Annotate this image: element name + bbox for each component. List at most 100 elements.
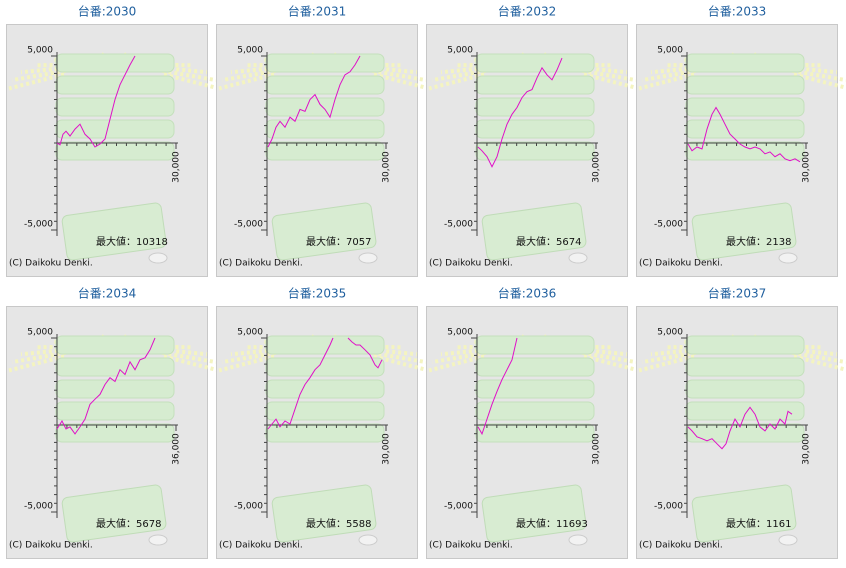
decor-box xyxy=(475,119,595,139)
x-tick-label: 30,000 xyxy=(172,151,182,183)
y-tick-label: 5,000 xyxy=(447,328,473,338)
decor-box xyxy=(265,119,385,139)
chart-panel: 台番:2037 -5,000 5,000 30,000 最大値：1161 (C) Daik… xyxy=(636,286,846,559)
decor-box xyxy=(685,401,805,421)
decor-box xyxy=(685,141,805,161)
decor-box xyxy=(475,97,595,117)
chart-title: 台番:2032 xyxy=(498,4,557,19)
footer: (C) Daikoku Denki. xyxy=(219,259,303,269)
annotation: 最大値：5674 xyxy=(516,235,581,248)
decor-box xyxy=(55,379,175,399)
decor-cup xyxy=(568,252,588,264)
decor-box xyxy=(55,423,175,443)
footer: (C) Daikoku Denki. xyxy=(9,259,93,269)
annotation: 最大値：10318 xyxy=(96,235,168,248)
y-tick-label: -5,000 xyxy=(444,502,473,512)
x-tick-label: 30,000 xyxy=(592,151,602,183)
y-tick-label: -5,000 xyxy=(654,220,683,230)
decor-box xyxy=(685,97,805,117)
decor-box xyxy=(265,423,385,443)
decor-box xyxy=(55,53,175,73)
decor-box xyxy=(265,401,385,421)
data-line xyxy=(267,55,361,148)
decor-box xyxy=(475,141,595,161)
decor-box xyxy=(265,357,385,377)
y-tick-label: 5,000 xyxy=(237,46,263,56)
decor-box xyxy=(685,379,805,399)
data-line xyxy=(56,55,136,148)
annotation: 最大値：5678 xyxy=(96,517,161,530)
decor-cup xyxy=(358,252,378,264)
annotation: 最大値：5588 xyxy=(306,517,371,530)
decor-box xyxy=(685,357,805,377)
y-tick-label: -5,000 xyxy=(24,502,53,512)
data-line xyxy=(267,337,383,430)
y-tick-label: 5,000 xyxy=(657,328,683,338)
x-tick-label: 30,000 xyxy=(802,151,812,183)
chart-title: 台番:2035 xyxy=(288,286,347,301)
x-tick-label: 30,000 xyxy=(382,433,392,465)
decor-cup xyxy=(148,534,168,546)
decor-box xyxy=(685,75,805,95)
decor-tray xyxy=(61,202,167,261)
data-line xyxy=(687,106,801,163)
decor-box xyxy=(55,119,175,139)
footer: (C) Daikoku Denki. xyxy=(429,259,513,269)
footer: (C) Daikoku Denki. xyxy=(219,541,303,551)
annotation: 最大値：1161 xyxy=(726,517,791,530)
chart-title: 台番:2036 xyxy=(498,286,557,301)
x-tick-label: 36,000 xyxy=(172,433,182,465)
chart-panel: 台番:2035 -5,000 5,000 30,000 最大値：5588 (C) Daik… xyxy=(216,286,430,559)
footer: (C) Daikoku Denki. xyxy=(9,541,93,551)
chart-panel: 台番:2030 -5,000 5,000 30,000 最大値：10318 (C) Dai… xyxy=(6,4,220,277)
footer: (C) Daikoku Denki. xyxy=(639,541,723,551)
chart-panel: 台番:2033 -5,000 5,000 30,000 最大値：2138 (C) Daik… xyxy=(636,4,846,277)
decor-box xyxy=(55,357,175,377)
decor-box xyxy=(55,75,175,95)
decor-tray xyxy=(691,202,797,261)
footer: (C) Daikoku Denki. xyxy=(639,259,723,269)
decor-tray xyxy=(271,484,377,543)
decor-cup xyxy=(148,252,168,264)
decor-tray xyxy=(691,484,797,543)
decor-box xyxy=(685,119,805,139)
decor-box xyxy=(475,335,595,355)
chart-title: 台番:2037 xyxy=(708,286,767,301)
data-line xyxy=(687,406,793,450)
chart-panel: 台番:2036 -5,000 5,000 30,000 最大値：11693 (C) Dai… xyxy=(426,286,640,559)
data-line xyxy=(477,337,518,436)
chart-title: 台番:2033 xyxy=(708,4,767,19)
y-tick-label: 5,000 xyxy=(27,328,53,338)
decor-box xyxy=(475,379,595,399)
annotation: 最大値：7057 xyxy=(306,235,371,248)
chart-title: 台番:2031 xyxy=(288,4,347,19)
decor-box xyxy=(475,423,595,443)
decor-box xyxy=(685,53,805,73)
decor-cup xyxy=(778,534,798,546)
decor-box xyxy=(475,401,595,421)
decor-box xyxy=(265,75,385,95)
decor-box xyxy=(265,379,385,399)
annotation: 最大値：11693 xyxy=(516,517,588,530)
decor-box xyxy=(475,357,595,377)
y-tick-label: -5,000 xyxy=(234,220,263,230)
decor-cup xyxy=(568,534,588,546)
y-tick-label: -5,000 xyxy=(654,502,683,512)
footer: (C) Daikoku Denki. xyxy=(429,541,513,551)
decor-box xyxy=(55,141,175,161)
decor-tray xyxy=(481,484,587,543)
decor-tray xyxy=(481,202,587,261)
x-tick-label: 30,000 xyxy=(592,433,602,465)
decor-tray xyxy=(271,202,377,261)
data-line xyxy=(477,57,563,168)
decor-box xyxy=(265,141,385,161)
annotation: 最大値：2138 xyxy=(726,235,791,248)
x-tick-label: 30,000 xyxy=(802,433,812,465)
y-tick-label: -5,000 xyxy=(444,220,473,230)
decor-box xyxy=(265,53,385,73)
data-line xyxy=(56,337,156,435)
decor-box xyxy=(475,53,595,73)
decor-cup xyxy=(358,534,378,546)
decor-box xyxy=(55,401,175,421)
